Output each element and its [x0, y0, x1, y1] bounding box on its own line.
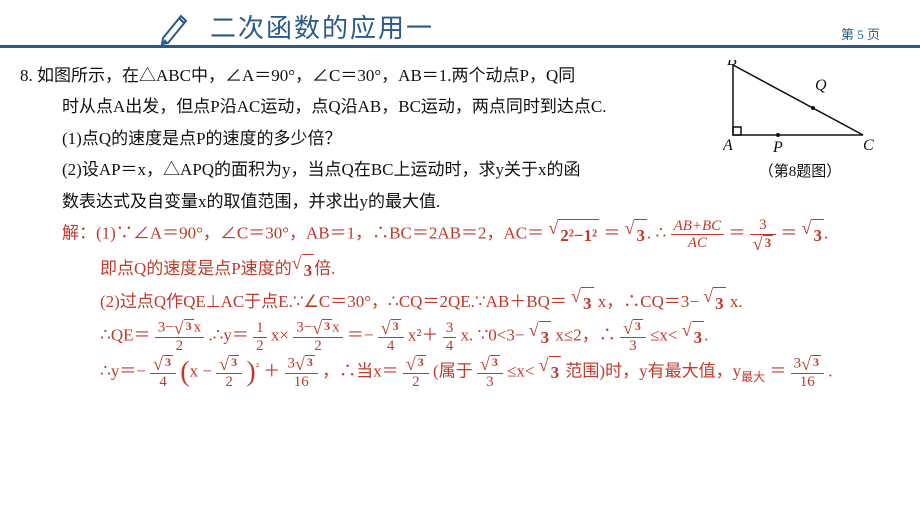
solution-text: 解：(1)∵∠A＝90°，∠C＝30°，AB＝1，∴BC＝2AB＝2，AC＝ √…	[20, 217, 900, 390]
fig-label-Q: Q	[815, 77, 827, 94]
fig-label-C: C	[863, 137, 874, 154]
problem-figure: A B C P Q （第8题图）	[720, 60, 880, 187]
figure-caption: （第8题图）	[720, 159, 880, 187]
fig-label-P: P	[772, 139, 783, 155]
fig-label-B: B	[727, 60, 737, 69]
page-title: 二次函数的应用一	[210, 8, 434, 45]
pencil-icon	[155, 6, 195, 51]
page-number: 第 5 页	[841, 24, 880, 43]
fig-label-A: A	[723, 137, 733, 154]
